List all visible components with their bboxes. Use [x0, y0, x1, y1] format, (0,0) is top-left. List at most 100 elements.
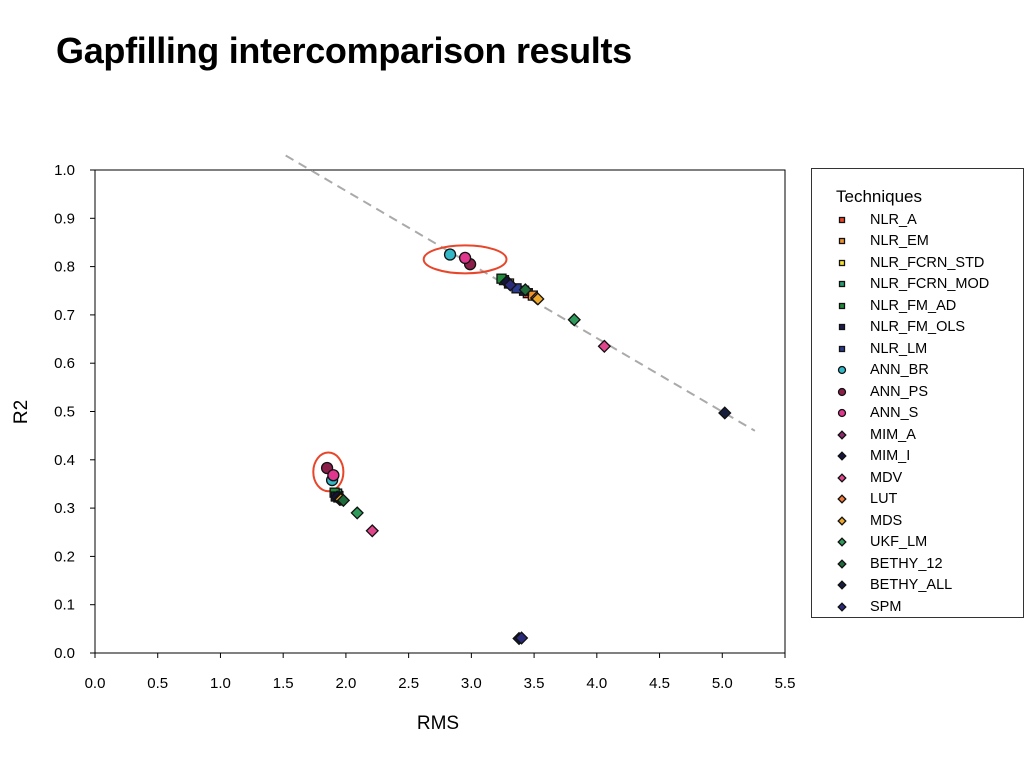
x-tick-label: 3.0: [461, 675, 482, 692]
legend-marker-icon: [837, 451, 847, 461]
y-tick-label: 0.1: [54, 597, 75, 614]
legend-marker-shape: [837, 409, 847, 418]
legend-label: NLR_FCRN_STD: [870, 254, 985, 271]
legend-marker-shape: [838, 302, 846, 309]
y-tick-label: 0.3: [54, 500, 75, 517]
legend-marker-icon: [837, 516, 847, 526]
legend-label: ANN_BR: [870, 362, 929, 379]
y-axis-title: R2: [11, 400, 32, 424]
y-tick-label: 1.0: [54, 162, 75, 179]
x-axis-title: RMS: [417, 713, 459, 734]
legend-label: BETHY_ALL: [870, 577, 953, 594]
legend-item: ANN_BR: [836, 360, 989, 382]
legend-label: BETHY_12: [870, 555, 943, 572]
legend-marker-shape: [838, 216, 846, 223]
legend-label: ANN_S: [870, 405, 919, 422]
legend-label: UKF_LM: [870, 534, 928, 551]
legend-marker-shape: [837, 387, 847, 396]
x-tick-label: 4.0: [586, 675, 607, 692]
legend-marker-icon: [837, 409, 847, 418]
legend-marker-shape: [837, 537, 847, 547]
legend-item: NLR_FCRN_STD: [836, 252, 989, 274]
legend-marker-icon: [837, 580, 847, 590]
y-tick-label: 0.9: [54, 210, 75, 227]
data-point-ukf-lm: [350, 506, 364, 520]
page-title: Gapfilling intercomparison results: [56, 30, 632, 71]
data-point-bethy-12: [336, 493, 351, 508]
legend-item: UKF_LM: [836, 532, 989, 554]
legend-list: NLR_A NLR_EM NLR_FCRN_STD NLR_FCRN_MOD NLR_F…: [836, 209, 989, 618]
x-tick-label: 2.0: [335, 675, 356, 692]
legend-marker-icon: [837, 494, 847, 504]
y-tick-label: 0.0: [54, 645, 75, 662]
data-point-mdv: [597, 339, 612, 354]
highlight-ellipse: [312, 451, 345, 493]
legend-label: ANN_PS: [870, 383, 929, 400]
x-tick-label: 5.5: [775, 675, 796, 692]
data-point-ann-s: [327, 469, 340, 482]
legend-label: LUT: [870, 491, 898, 508]
legend-marker-shape: [838, 345, 846, 352]
y-tick-label: 0.2: [54, 548, 75, 565]
legend-marker-shape: [837, 494, 847, 504]
legend-marker-shape: [837, 516, 847, 526]
legend-title: Techniques: [836, 187, 923, 206]
legend-label: NLR_FM_AD: [870, 297, 957, 314]
x-tick-label: 5.0: [712, 675, 733, 692]
legend-item: MIM_I: [836, 446, 989, 468]
legend-label: NLR_FCRN_MOD: [870, 276, 990, 293]
legend-marker-icon: [837, 559, 847, 569]
legend-marker-shape: [837, 473, 847, 483]
x-tick-label: 0.5: [147, 675, 168, 692]
data-point-ann-br: [443, 248, 457, 261]
legend-label: NLR_EM: [870, 233, 929, 250]
data-point-bethy-12: [518, 283, 533, 297]
legend-item: BETHY_12: [836, 553, 989, 575]
x-tick-label: 1.5: [273, 675, 294, 692]
legend-item: MDV: [836, 467, 989, 489]
legend-marker-shape: [837, 366, 847, 375]
highlight-ellipse: [422, 244, 508, 275]
legend-marker-shape: [837, 602, 847, 612]
legend-item: NLR_LM: [836, 338, 989, 360]
y-tick-label: 0.4: [54, 452, 75, 469]
legend-item: NLR_FCRN_MOD: [836, 274, 989, 296]
legend-item: MDS: [836, 510, 989, 532]
legend-marker-icon: [838, 281, 846, 288]
legend-item: BETHY_ALL: [836, 575, 989, 597]
legend-marker-shape: [837, 430, 847, 440]
legend-label: MIM_I: [870, 448, 911, 465]
legend-marker-shape: [837, 559, 847, 569]
data-point-mdv: [365, 524, 379, 538]
legend-marker-icon: [837, 387, 847, 396]
legend-marker-icon: [837, 602, 847, 612]
legend-marker-icon: [838, 216, 846, 223]
y-tick-label: 0.5: [54, 404, 75, 421]
legend-item: ANN_S: [836, 403, 989, 425]
legend-item: NLR_EM: [836, 231, 989, 253]
legend-marker-icon: [837, 430, 847, 440]
legend-marker-icon: [837, 473, 847, 483]
x-tick-label: 0.0: [85, 675, 106, 692]
legend-label: NLR_FM_OLS: [870, 319, 966, 336]
x-tick-label: 3.5: [524, 675, 545, 692]
legend-label: NLR_LM: [870, 340, 928, 357]
legend-item: NLR_FM_AD: [836, 295, 989, 317]
legend-marker-shape: [838, 324, 846, 331]
data-point-ann-s: [458, 251, 472, 265]
x-tick-label: 2.5: [398, 675, 419, 692]
y-tick-label: 0.6: [54, 355, 75, 372]
legend: Techniques NLR_A NLR_EM NLR_FCRN_STD NLR_FC…: [811, 168, 1024, 618]
legend-marker-icon: [837, 366, 847, 375]
legend-marker-shape: [837, 580, 847, 590]
legend-marker-icon: [838, 302, 846, 309]
x-tick-label: 4.5: [649, 675, 670, 692]
legend-item: NLR_FM_OLS: [836, 317, 989, 339]
legend-marker-shape: [837, 451, 847, 461]
legend-marker-shape: [838, 238, 846, 245]
legend-marker-icon: [838, 345, 846, 352]
data-point-bethy-all: [718, 406, 732, 420]
legend-label: NLR_A: [870, 211, 917, 228]
legend-label: MIM_A: [870, 426, 916, 443]
